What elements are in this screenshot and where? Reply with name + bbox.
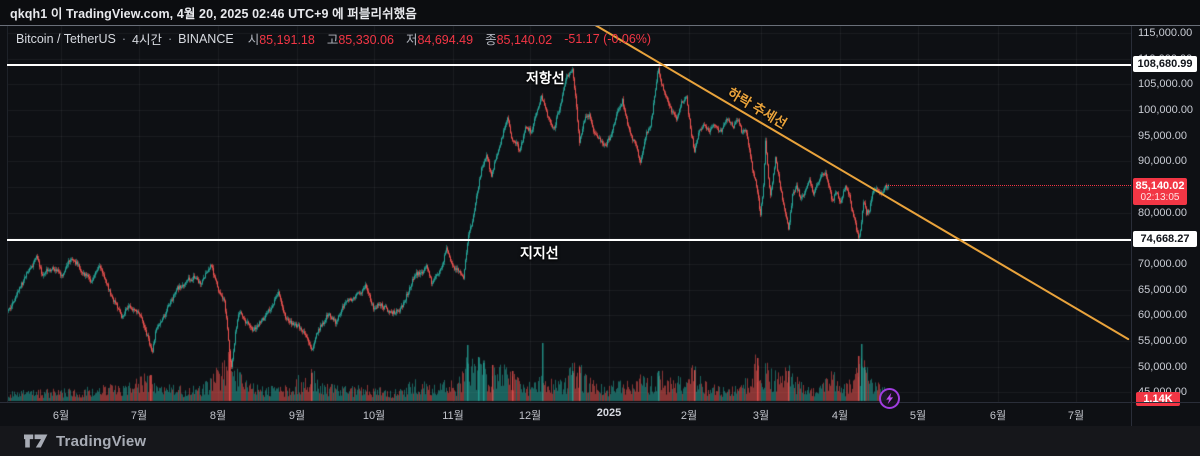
ohlc-pair: 저84,694.49 <box>406 29 473 48</box>
price-tick-label: 60,000.00 <box>1138 309 1187 322</box>
ohlc-value: 84,694.49 <box>417 33 474 47</box>
support-line-label: 지지선 <box>520 245 559 261</box>
footer-bar: TradingView <box>0 426 1200 456</box>
exchange-label: BINANCE <box>178 31 234 46</box>
boost-button[interactable] <box>879 388 900 409</box>
time-tick-label: 7월 <box>130 410 148 422</box>
time-axis-separator <box>0 402 1200 403</box>
time-tick-label: 7월 <box>1067 410 1085 422</box>
ohlc-value: 85,140.02 <box>496 33 553 47</box>
resistance-line <box>7 64 1131 67</box>
price-tick-label: 50,000.00 <box>1138 360 1187 373</box>
last-price-dotted-line <box>886 185 1131 187</box>
ohlc-pair: 시85,191.18 <box>248 29 315 48</box>
publish-bar: qkqh1 이 TradingView.com, 4월 20, 2025 02:… <box>0 0 1200 25</box>
price-tick-label: 100,000.00 <box>1138 103 1194 116</box>
pane-left-border <box>7 26 8 402</box>
ohlc-label: 종 <box>485 33 497 47</box>
time-tick-label: 10월 <box>362 410 386 422</box>
price-tick-label: 90,000.00 <box>1138 155 1187 168</box>
resistance-price-badge: 108,680.99 <box>1133 56 1197 73</box>
lightning-icon <box>884 392 895 405</box>
time-tick-label: 2025 <box>596 407 622 419</box>
time-tick-label: 6월 <box>52 410 70 422</box>
ohlc-value: 85,330.06 <box>338 33 394 47</box>
support-price-badge: 74,668.27 <box>1133 231 1197 247</box>
symbol-legend: Bitcoin / TetherUS · 4시간 · BINANCE 시85,1… <box>16 29 651 48</box>
ohlc-value: 85,191.18 <box>259 33 315 47</box>
legend-separator: · <box>121 31 126 46</box>
legend-separator: · <box>167 31 173 46</box>
last-price-badge: 85,140.02 02:13:05 <box>1133 178 1187 206</box>
tradingview-logo-icon[interactable] <box>24 432 48 450</box>
price-axis[interactable]: 115,000.00110,000.00105,000.00100,000.00… <box>1132 26 1200 406</box>
time-tick-label: 5월 <box>909 410 927 422</box>
time-axis[interactable]: 6월 7월 8월 9월 10월 11월 12월 2025 2월 3월 4월 5월 6월 7월 <box>0 403 1131 426</box>
time-tick-label: 6월 <box>989 410 1007 422</box>
chart-frame-border <box>0 25 1200 26</box>
price-tick-label: 95,000.00 <box>1138 129 1187 142</box>
price-tick-label: 80,000.00 <box>1138 206 1187 219</box>
time-tick-label: 4월 <box>831 410 849 422</box>
resistance-line-label: 저항선 <box>526 70 565 87</box>
time-tick-label: 12월 <box>518 410 542 422</box>
price-tick-label: 55,000.00 <box>1138 334 1187 347</box>
support-line <box>7 239 1131 241</box>
ohlc-pair: 고85,330.06 <box>327 29 394 48</box>
time-tick-label: 3월 <box>752 410 770 422</box>
ohlc-pair: 종85,140.02 <box>485 29 552 48</box>
time-tick-label: 2월 <box>680 410 698 422</box>
ohlc-values: 시85,191.18 고85,330.06 저84,694.49 종85,140.02 <box>248 29 553 48</box>
time-tick-label: 8월 <box>209 410 227 422</box>
price-axis-separator <box>1131 26 1132 426</box>
interval-label: 4시간 <box>132 33 162 47</box>
ohlc-label: 고 <box>326 33 339 47</box>
change-value: -51.17 (-0.06%) <box>564 31 652 46</box>
ohlc-label: 시 <box>247 33 260 47</box>
ohlc-label: 저 <box>405 33 418 47</box>
time-tick-label: 9월 <box>288 410 306 422</box>
symbol-title: Bitcoin / TetherUS <box>16 31 116 46</box>
publish-info-text: qkqh1 이 TradingView.com, 4월 20, 2025 02:… <box>10 7 417 21</box>
volume-badge: 1.14K <box>1136 392 1180 406</box>
time-tick-label: 11월 <box>442 410 464 422</box>
price-tick-label: 115,000.00 <box>1138 27 1193 39</box>
price-tick-label: 105,000.00 <box>1138 78 1194 91</box>
tradingview-logo-text[interactable]: TradingView <box>56 432 147 450</box>
price-tick-label: 65,000.00 <box>1138 283 1187 296</box>
price-tick-label: 70,000.00 <box>1138 257 1187 270</box>
